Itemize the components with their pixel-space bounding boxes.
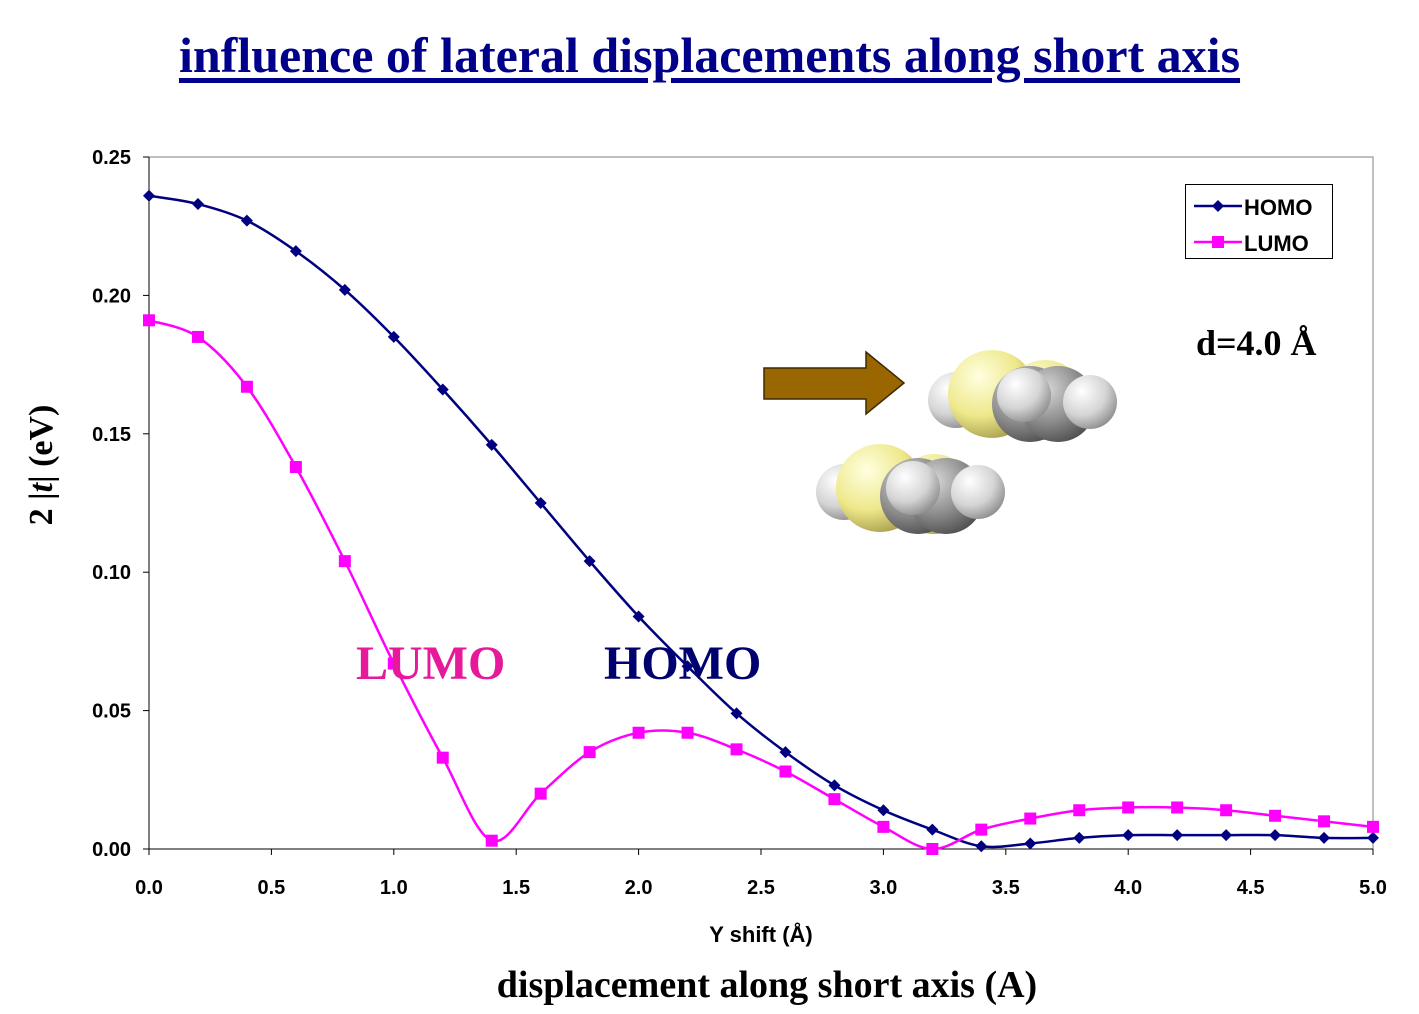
data-point-lumo — [387, 657, 400, 670]
x-tick-label: 3.0 — [869, 877, 897, 899]
x-tick-label: 1.0 — [380, 877, 408, 899]
data-point-homo — [632, 610, 645, 623]
data-point-homo — [485, 438, 498, 451]
x-tick-label: 4.5 — [1237, 877, 1265, 899]
data-point-homo — [1122, 829, 1135, 842]
data-point-homo — [240, 214, 253, 227]
data-point-homo — [191, 198, 204, 211]
data-point-homo — [1024, 837, 1037, 850]
hydrogen-atom — [1063, 375, 1117, 429]
data-point-lumo — [1220, 804, 1233, 817]
legend-item-lumo: LUMO — [1186, 227, 1332, 257]
data-point-homo — [436, 383, 449, 396]
series-markers — [143, 189, 1379, 855]
lumo-curve-label: LUMO — [356, 637, 506, 690]
data-point-homo — [1318, 831, 1331, 844]
data-point-lumo — [1367, 820, 1379, 833]
data-point-lumo — [877, 820, 890, 833]
data-point-lumo — [583, 746, 596, 759]
slide-title: influence of lateral displacements along… — [178, 27, 1241, 83]
y-axis-label-variable: t — [23, 481, 60, 492]
data-point-lumo — [975, 823, 988, 836]
data-point-homo — [1367, 831, 1379, 844]
y-tick-label: 0.20 — [92, 285, 131, 307]
data-point-homo — [583, 555, 596, 568]
legend: HOMO LUMO — [1185, 184, 1333, 259]
y-tick-label: 0.15 — [92, 424, 131, 446]
hydrogen-atom — [951, 465, 1005, 519]
distance-annotation: d=4.0 Å — [1196, 323, 1317, 363]
data-point-lumo — [338, 555, 351, 568]
data-point-homo — [926, 823, 939, 836]
y-tick-label: 0.10 — [92, 562, 131, 584]
y-axis-label-suffix: | (eV) — [23, 405, 60, 483]
data-point-lumo — [828, 793, 841, 806]
data-point-homo — [534, 497, 547, 509]
upper-molecule — [928, 350, 1117, 442]
legend-item-homo: HOMO — [1186, 191, 1332, 221]
x-tick-label: 2.0 — [625, 877, 653, 899]
data-point-lumo — [240, 380, 253, 393]
data-point-lumo — [485, 834, 498, 847]
x-tick-label: 3.5 — [992, 877, 1020, 899]
plot-area — [148, 156, 1374, 850]
data-point-lumo — [779, 765, 792, 778]
arrow-icon — [763, 350, 906, 416]
data-point-lumo — [1318, 815, 1331, 828]
axes: 0.00 0.05 0.10 0.15 0.20 0.25 0.0 0.5 1.0 1.5 2.0 2… — [92, 147, 1387, 947]
diamond-marker-icon — [1194, 200, 1242, 212]
data-point-homo — [1220, 829, 1233, 842]
molecule-illustration — [763, 350, 1117, 534]
data-point-homo — [730, 707, 743, 720]
data-point-lumo — [534, 787, 547, 800]
data-point-lumo — [681, 726, 694, 739]
data-point-lumo — [1122, 801, 1135, 814]
data-point-homo — [779, 746, 792, 759]
hydrogen-atom — [997, 368, 1051, 422]
data-point-homo — [1073, 831, 1086, 844]
data-point-homo — [828, 779, 841, 792]
data-point-lumo — [289, 461, 302, 474]
x-tick-label: 5.0 — [1359, 877, 1387, 899]
legend-label-lumo: LUMO — [1244, 231, 1309, 256]
lower-molecule — [816, 444, 1005, 534]
data-point-lumo — [191, 330, 204, 343]
data-point-homo — [1171, 829, 1184, 842]
data-point-lumo — [143, 314, 155, 327]
y-tick-label: 0.05 — [92, 701, 131, 723]
legend-label-homo: HOMO — [1244, 195, 1313, 220]
data-point-homo — [877, 804, 890, 817]
data-point-lumo — [1171, 801, 1184, 814]
x-tick-label: 1.5 — [502, 877, 530, 899]
data-point-homo — [338, 283, 351, 296]
data-point-homo — [143, 189, 155, 202]
homo-curve-label: HOMO — [604, 637, 762, 690]
data-point-lumo — [730, 743, 743, 756]
x-tick-label: 0.5 — [257, 877, 285, 899]
data-point-homo — [681, 660, 694, 673]
data-point-lumo — [1024, 812, 1037, 825]
svg-text:2 |t| (eV): 2 |t| (eV) — [23, 405, 60, 526]
data-point-homo — [289, 245, 302, 258]
x-axis-subtitle: displacement along short axis (A) — [496, 964, 1038, 1006]
data-point-homo — [1269, 829, 1282, 842]
data-point-lumo — [1269, 809, 1282, 822]
data-point-lumo — [632, 726, 645, 739]
y-tick-label: 0.25 — [92, 147, 131, 169]
hydrogen-atom — [886, 461, 940, 515]
y-axis-label-prefix: 2 | — [23, 492, 60, 525]
data-point-lumo — [1073, 804, 1086, 817]
square-marker-icon — [1194, 236, 1242, 248]
y-axis-label: 2 |t| (eV) — [18, 335, 62, 595]
data-point-homo — [975, 840, 988, 853]
x-tick-label: 2.5 — [747, 877, 775, 899]
data-point-homo — [387, 330, 400, 343]
data-point-lumo — [926, 843, 939, 855]
data-point-lumo — [436, 751, 449, 764]
x-tick-label: 4.0 — [1114, 877, 1142, 899]
y-tick-label: 0.00 — [92, 839, 131, 861]
x-tick-label: 0.0 — [135, 877, 163, 899]
x-axis-label: Y shift (Å) — [709, 921, 812, 947]
